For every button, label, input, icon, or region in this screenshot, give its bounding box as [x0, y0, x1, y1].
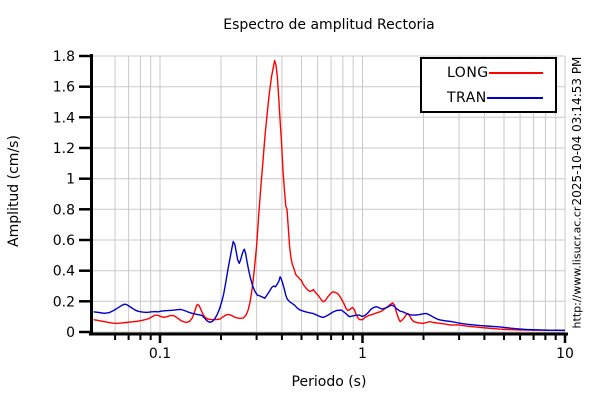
x-tick-label: 1	[358, 346, 367, 362]
url-text: http://www.lisucr.ac.cr	[570, 206, 584, 329]
series-long-line	[93, 59, 566, 332]
y-tick-label: 0.4	[53, 264, 75, 280]
x-tick-label: 10	[556, 346, 574, 362]
x-axis-title: Periodo (s)	[291, 374, 367, 390]
y-tick-label: 1.6	[53, 80, 75, 96]
legend-line-sample-tran	[487, 96, 543, 99]
x-tick-label: 0.1	[149, 346, 171, 362]
y-tick-label: 1.4	[53, 110, 75, 126]
y-axis-title: Amplitud (cm/s)	[6, 135, 22, 247]
legend-label-tran: TRAN	[447, 89, 487, 106]
legend: LONG TRAN	[420, 57, 557, 113]
y-tick-label: 1.8	[53, 49, 75, 65]
chart-title: Espectro de amplitud Rectoria	[223, 17, 435, 33]
y-tick-label: 0	[66, 325, 75, 341]
timestamp-text: 2025-10-04 03:14:53 PM	[570, 56, 584, 206]
legend-entry-tran: TRAN	[422, 85, 555, 110]
y-tick-label: 0.8	[53, 202, 75, 218]
y-tick-label: 1	[66, 172, 75, 188]
series-tran-line	[93, 240, 565, 331]
y-tick-label: 0.2	[53, 294, 75, 310]
y-tick-label: 0.6	[53, 233, 75, 249]
y-tick-label: 1.2	[53, 141, 75, 157]
legend-line-sample-long	[488, 71, 543, 74]
legend-entry-long: LONG	[422, 60, 555, 85]
legend-label-long: LONG	[447, 64, 489, 81]
